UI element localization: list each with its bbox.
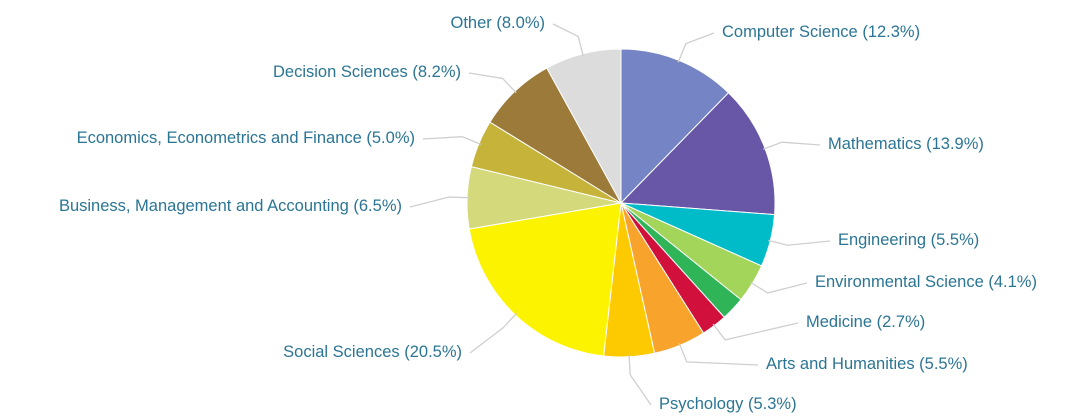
slice-label: Psychology (5.3%) bbox=[659, 395, 797, 413]
slice-value: (5.3%) bbox=[748, 395, 797, 413]
slice-name: Psychology bbox=[659, 395, 744, 413]
slice-name: Mathematics bbox=[828, 135, 922, 153]
leader-line bbox=[422, 136, 482, 145]
slice-label: Medicine (2.7%) bbox=[806, 313, 925, 331]
slice-value: (20.5%) bbox=[404, 343, 462, 361]
leader-line bbox=[628, 354, 652, 406]
slice-label: Engineering (5.5%) bbox=[838, 231, 979, 249]
leader-line bbox=[678, 343, 759, 366]
slice-name: Arts and Humanities bbox=[766, 355, 915, 373]
leader-line bbox=[677, 32, 715, 63]
slice-value: (8.0%) bbox=[496, 14, 545, 32]
slice-label: Mathematics (13.9%) bbox=[828, 135, 984, 153]
slice-value: (5.0%) bbox=[366, 129, 415, 147]
slice-name: Engineering bbox=[838, 231, 926, 249]
slice-label: Economics, Econometrics and Finance (5.0… bbox=[77, 129, 415, 147]
slice-name: Decision Sciences bbox=[273, 63, 408, 81]
slice-label: Computer Science (12.3%) bbox=[722, 23, 920, 41]
slice-name: Business, Management and Accounting bbox=[59, 197, 349, 215]
slice-label: Environmental Science (4.1%) bbox=[815, 273, 1037, 291]
slice-label: Business, Management and Accounting (6.5… bbox=[59, 197, 402, 215]
slice-value: (5.5%) bbox=[931, 231, 980, 249]
leader-line bbox=[712, 322, 799, 341]
slice-value: (6.5%) bbox=[353, 197, 402, 215]
slice-label: Social Sciences (20.5%) bbox=[283, 343, 462, 361]
slice-value: (8.2%) bbox=[412, 63, 461, 81]
leader-line bbox=[750, 281, 808, 294]
slice-label: Other (8.0%) bbox=[451, 14, 545, 32]
slice-value: (2.7%) bbox=[877, 313, 926, 331]
leader-line bbox=[409, 196, 470, 208]
slice-value: (4.1%) bbox=[988, 273, 1037, 291]
pie-slice bbox=[468, 202, 622, 357]
slice-name: Other bbox=[451, 14, 493, 32]
slice-name: Economics, Econometrics and Finance bbox=[77, 129, 362, 147]
slice-label: Arts and Humanities (5.5%) bbox=[766, 355, 968, 373]
slice-name: Medicine bbox=[806, 313, 872, 331]
leader-line bbox=[552, 23, 584, 56]
slice-name: Social Sciences bbox=[283, 343, 399, 361]
slice-value: (5.5%) bbox=[919, 355, 968, 373]
leader-line bbox=[469, 313, 518, 354]
slice-value: (12.3%) bbox=[862, 23, 920, 41]
slice-label: Decision Sciences (8.2%) bbox=[273, 63, 461, 81]
slice-name: Environmental Science bbox=[815, 273, 984, 291]
slice-value: (13.9%) bbox=[926, 135, 984, 153]
leader-line bbox=[768, 239, 831, 246]
leader-line bbox=[762, 141, 821, 150]
slice-name: Computer Science bbox=[722, 23, 858, 41]
leader-line bbox=[468, 72, 517, 94]
